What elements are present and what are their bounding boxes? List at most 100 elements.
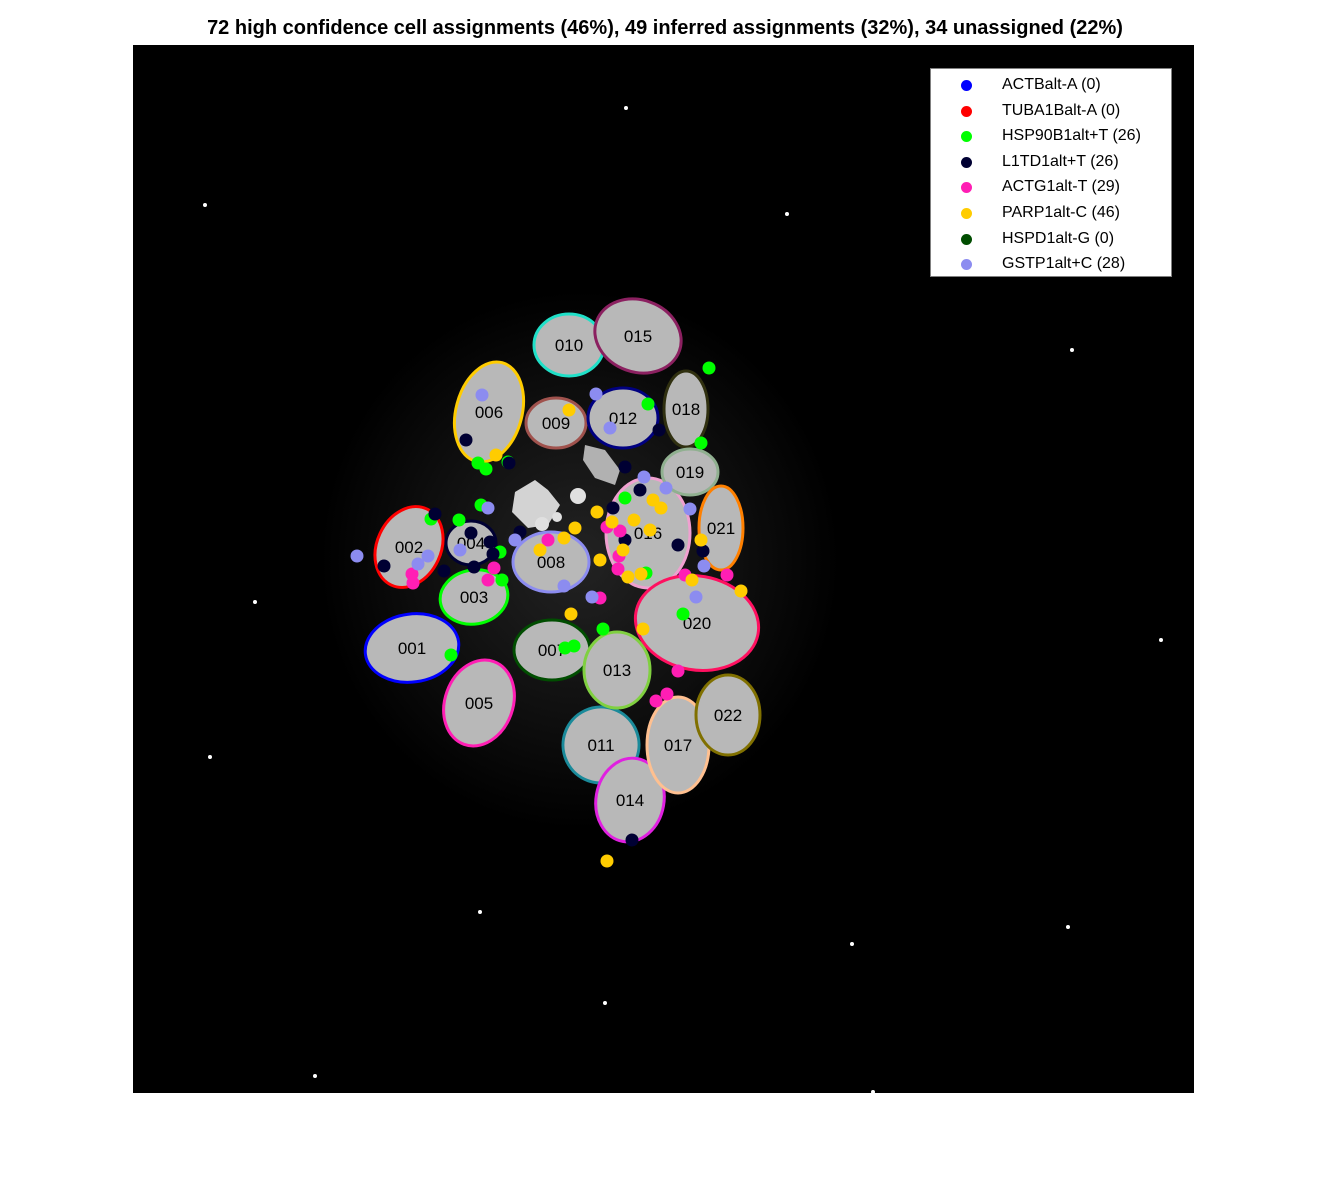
spot-marker: [459, 433, 473, 447]
spot-marker: [486, 547, 500, 561]
spot-marker: [508, 533, 522, 547]
spot-marker: [411, 557, 425, 571]
cell-008: 008: [511, 530, 591, 594]
spot-marker: [557, 579, 571, 593]
cell-label: 009: [542, 414, 570, 433]
cell-label: 021: [707, 519, 735, 538]
cell-018: 018: [662, 369, 710, 449]
spot-marker: [564, 607, 578, 621]
cell-015: 015: [593, 297, 683, 375]
spot-marker: [600, 854, 614, 868]
spot-marker: [734, 584, 748, 598]
spot-marker: [697, 559, 711, 573]
spot-marker: [421, 549, 435, 563]
cell-label: 008: [537, 553, 565, 572]
cell-label: 003: [460, 588, 488, 607]
cell-009: 009: [524, 396, 588, 450]
legend-label: GSTP1alt+C (28): [1002, 255, 1126, 273]
legend-item: ACTG1alt-T (29): [931, 176, 1171, 200]
spot-marker: [589, 387, 603, 401]
spot-marker: [671, 538, 685, 552]
spot-marker: [660, 687, 674, 701]
spot-marker: [568, 521, 582, 535]
spot-marker: [590, 505, 604, 519]
spot-marker: [495, 573, 509, 587]
spot-marker: [627, 513, 641, 527]
legend-marker: [961, 105, 972, 117]
spot-marker: [636, 622, 650, 636]
spot-marker: [637, 470, 651, 484]
spot-marker: [618, 460, 632, 474]
cell-outline: [363, 612, 461, 684]
legend-label: HSP90B1alt+T (26): [1002, 127, 1141, 145]
spot-marker: [689, 590, 703, 604]
spot-marker: [596, 622, 610, 636]
spot-marker: [452, 513, 466, 527]
spot-marker: [562, 403, 576, 417]
cell-label: 014: [616, 791, 644, 810]
cell-outline: [586, 386, 660, 450]
spot-marker: [654, 501, 668, 515]
cell-label: 011: [587, 736, 614, 755]
cell-label: 002: [395, 538, 423, 557]
spot-marker: [483, 535, 497, 549]
spot-marker: [585, 590, 599, 604]
cell-022: 022: [694, 673, 762, 757]
cell-label: 005: [465, 694, 493, 713]
spot-marker: [475, 388, 489, 402]
spot-marker: [694, 436, 708, 450]
spot-marker: [406, 576, 420, 590]
cell-outline: [593, 297, 683, 375]
spot-marker: [702, 361, 716, 375]
figure-title: 72 high confidence cell assignments (46%…: [207, 17, 1123, 39]
cell-010: 010: [532, 312, 606, 378]
cell-001: 001: [363, 612, 461, 684]
cell-label: 001: [398, 639, 426, 658]
cell-021: 021: [697, 484, 745, 572]
legend-marker: [961, 208, 972, 219]
spot-marker: [613, 524, 627, 538]
spot-marker: [541, 533, 555, 547]
spot-marker: [633, 483, 647, 497]
cell-019: 019: [660, 447, 720, 497]
cell-014: 014: [594, 756, 666, 844]
spot-marker: [605, 515, 619, 529]
spot-marker: [720, 568, 734, 582]
cell-outline: [594, 756, 666, 844]
cell-label: 018: [672, 400, 700, 419]
cell-outline: [582, 630, 652, 710]
spot-marker: [350, 549, 364, 563]
cell-013: 013: [582, 630, 652, 710]
spot-marker: [428, 507, 442, 521]
legend-item: HSPD1alt-G (0): [931, 228, 1171, 252]
cell-label: 012: [609, 409, 637, 428]
cell-outline: [373, 505, 445, 589]
cell-outline: [442, 658, 516, 748]
legend-marker: [961, 131, 972, 143]
cell-label: 017: [664, 736, 692, 755]
cell-002: 002: [373, 505, 445, 589]
spot-marker: [646, 493, 660, 507]
legend-item: ACTBalt-A (0): [931, 74, 1171, 98]
spot-marker: [685, 573, 699, 587]
cell-label: 019: [676, 463, 704, 482]
spot-marker: [611, 562, 625, 576]
cell-007: 007: [512, 618, 592, 682]
spot-marker: [557, 531, 571, 545]
legend-marker: [961, 233, 972, 245]
spot-marker: [479, 462, 493, 476]
spot-marker: [593, 553, 607, 567]
legend-item: HSP90B1alt+T (26): [931, 125, 1171, 149]
spot-marker: [616, 543, 630, 557]
spot-marker: [694, 533, 708, 547]
legend-label: ACTG1alt-T (29): [1002, 178, 1120, 196]
legend-item: PARP1alt-C (46): [931, 202, 1171, 226]
cell-020: 020: [633, 573, 761, 673]
cell-012: 012: [586, 386, 660, 450]
spot-marker: [683, 502, 697, 516]
spot-marker: [533, 543, 547, 557]
legend-label: HSPD1alt-G (0): [1002, 229, 1115, 247]
spot-marker: [696, 544, 710, 558]
spot-marker: [377, 559, 391, 573]
